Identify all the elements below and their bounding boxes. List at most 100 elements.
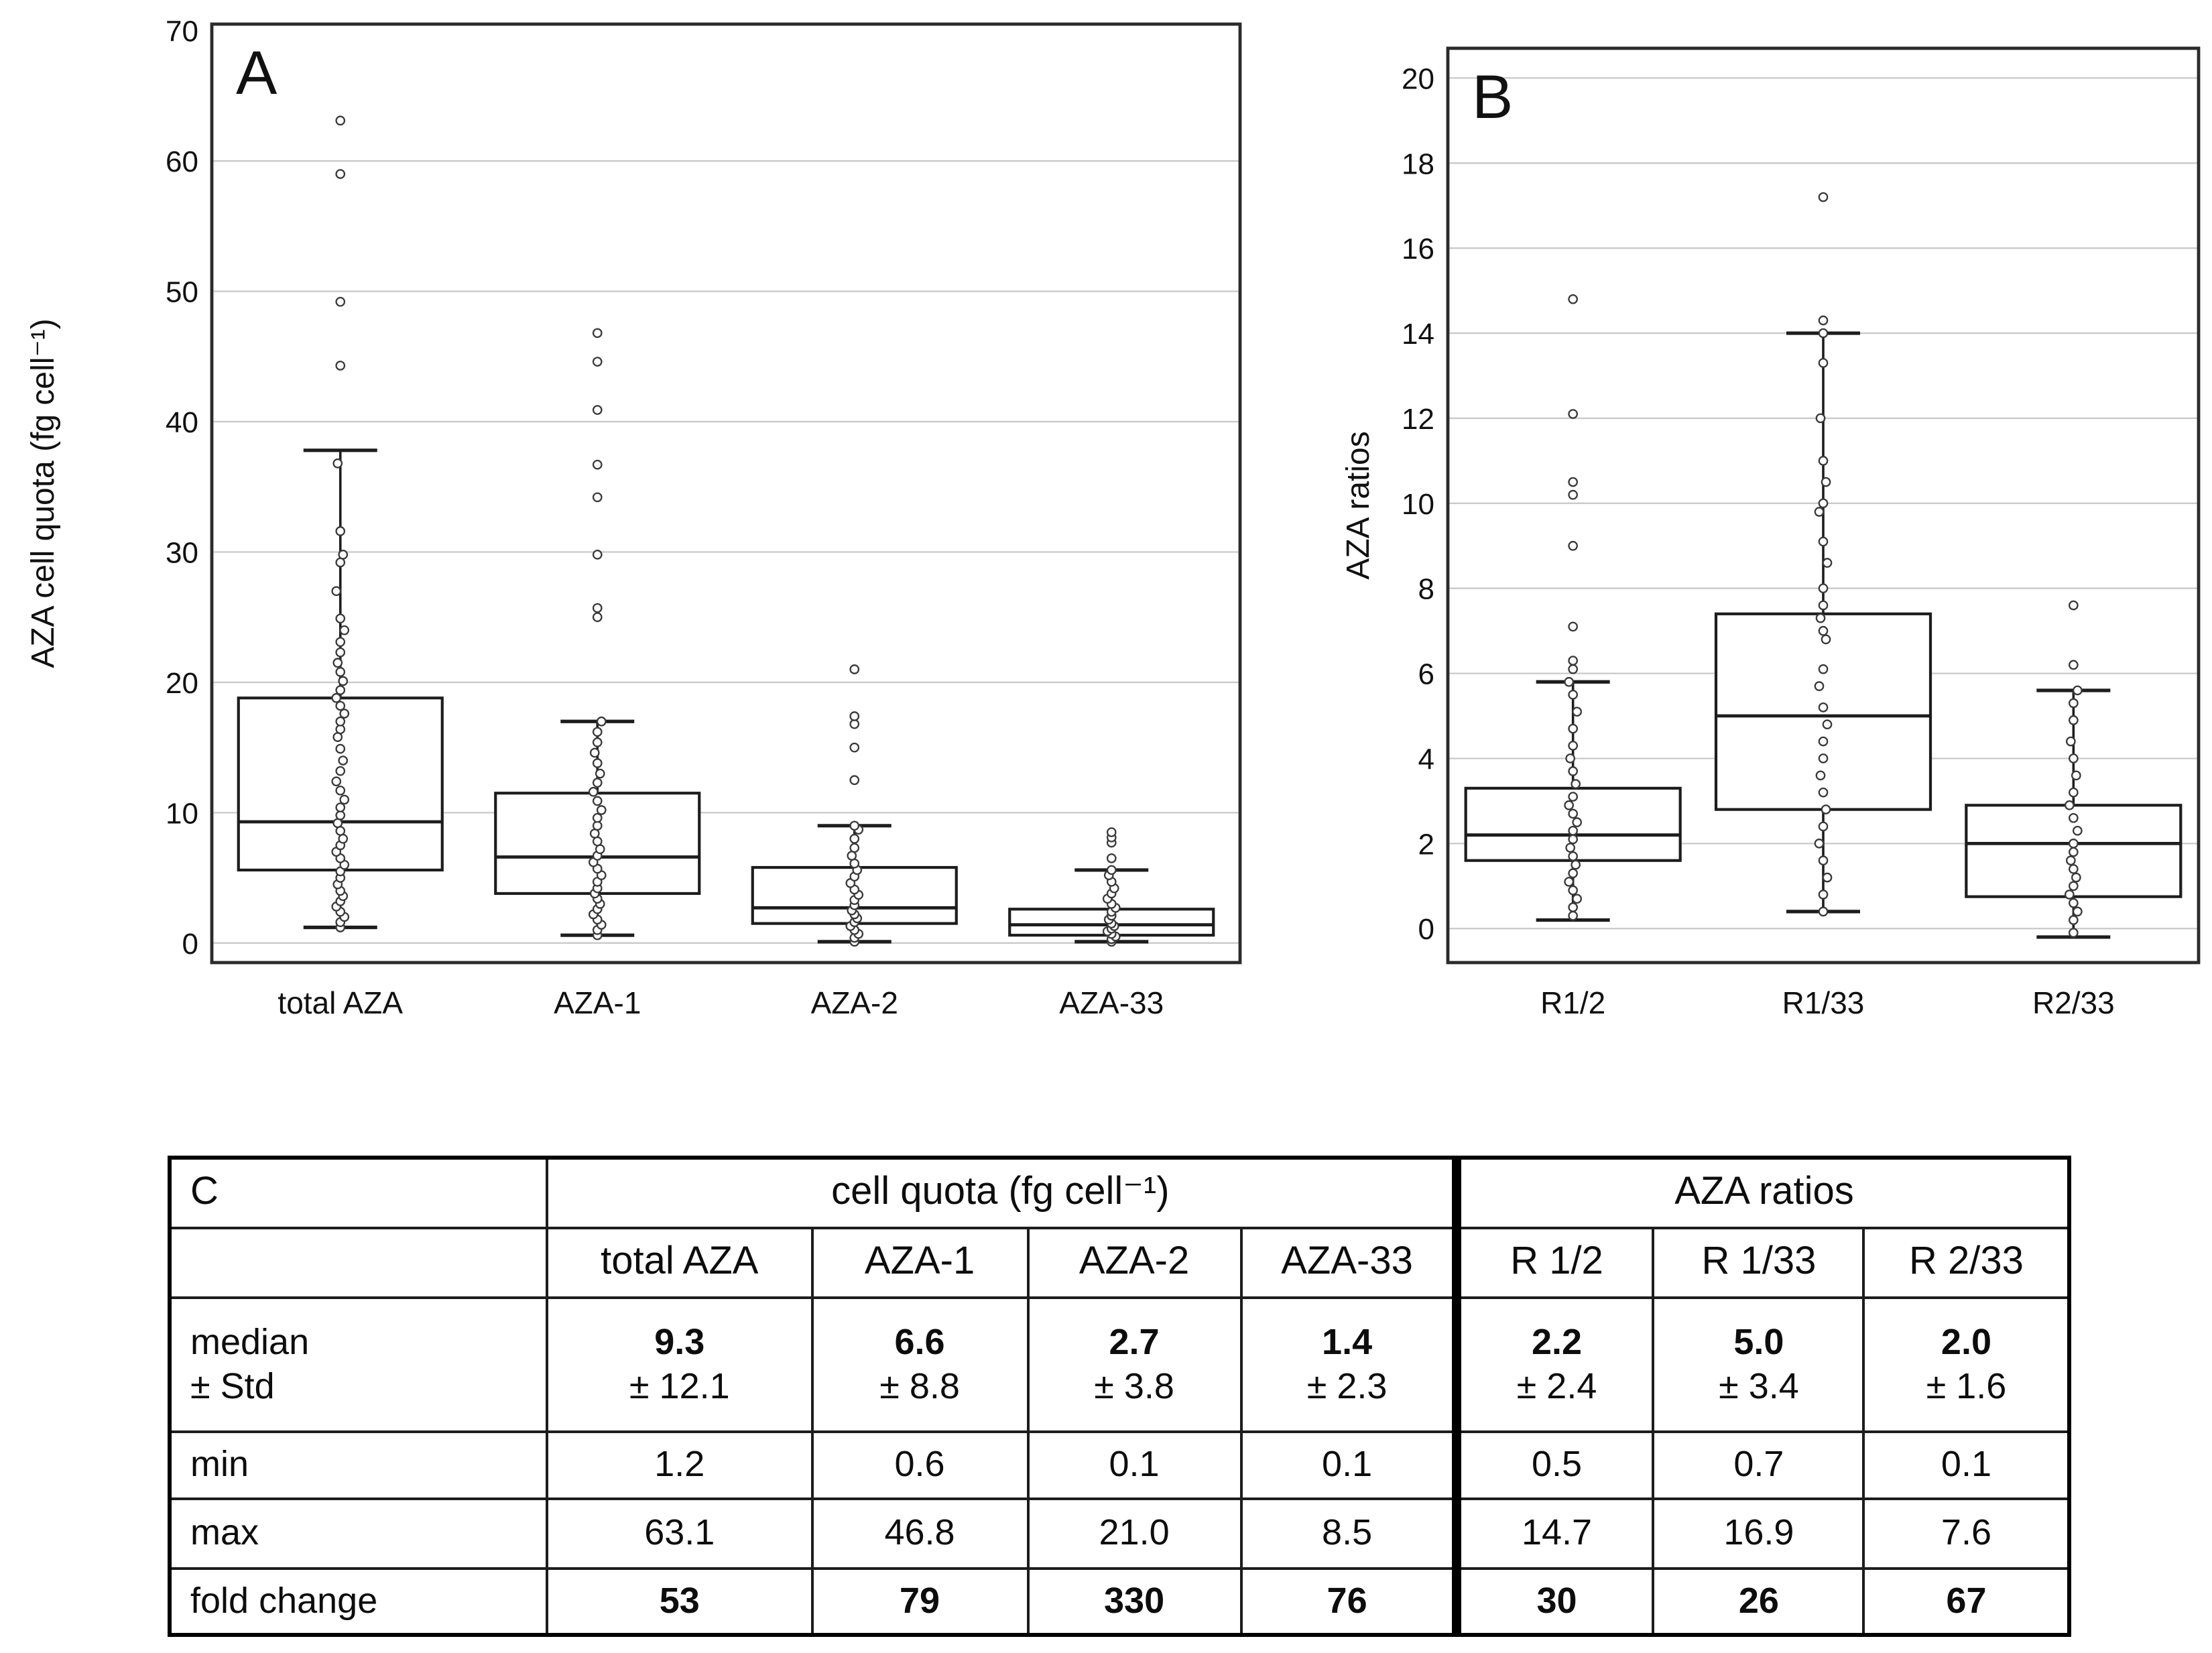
max-cell: 16.9	[1652, 1497, 1865, 1569]
y-axis-tick-label: 0	[182, 928, 198, 961]
data-point	[2068, 787, 2079, 798]
fold-change-cell: 76	[1239, 1567, 1459, 1636]
data-point	[1568, 868, 1579, 879]
outlier-point	[849, 775, 860, 786]
data-point	[1568, 741, 1579, 751]
data-point	[1818, 890, 1829, 900]
outlier-point	[1106, 853, 1117, 863]
data-point	[1106, 865, 1117, 875]
data-point	[2065, 736, 2076, 747]
outlier-point	[1568, 489, 1579, 500]
data-point	[335, 743, 346, 754]
data-point	[1821, 477, 1831, 487]
data-point	[2068, 898, 2079, 908]
data-point	[1568, 834, 1579, 845]
col-header-total-aza: total AZA	[546, 1226, 814, 1298]
box-group	[237, 115, 444, 932]
data-point	[1564, 877, 1575, 887]
min-cell: 0.1	[1026, 1430, 1243, 1499]
data-point	[1815, 770, 1826, 781]
y-axis-tick-label: 0	[1418, 913, 1434, 946]
data-point	[1815, 413, 1826, 424]
data-point	[2068, 715, 2079, 725]
data-point	[1564, 676, 1575, 687]
data-point	[589, 747, 600, 758]
data-point	[1815, 613, 1826, 623]
data-point	[335, 667, 346, 677]
outlier-point	[1568, 477, 1579, 487]
data-point	[1818, 328, 1829, 339]
y-axis-tick-label: 20	[1402, 62, 1434, 95]
outlier-point	[335, 361, 346, 371]
fold-change-cell: 79	[810, 1567, 1030, 1636]
data-point	[2068, 753, 2079, 763]
boxplot-svg: 0 2 4 6 8 10 12 14 16 18 20 AZA ratios B R1/2 R1/33 R2/…	[1341, 46, 2201, 1020]
fold-change-cell: 26	[1652, 1567, 1865, 1636]
outlier-point	[1568, 656, 1579, 666]
data-point	[1568, 825, 1579, 836]
data-point	[2072, 685, 2083, 696]
data-point	[1565, 843, 1576, 853]
data-point	[2068, 847, 2079, 857]
data-point	[2068, 698, 2079, 709]
data-point	[849, 833, 860, 844]
data-point	[1818, 821, 1829, 832]
data-point	[335, 647, 346, 658]
outlier-point	[2068, 660, 2079, 670]
data-point	[1568, 792, 1579, 802]
data-point	[849, 843, 860, 853]
data-point	[1818, 358, 1829, 368]
data-point	[331, 586, 342, 597]
outlier-point	[1818, 315, 1829, 326]
data-point	[2068, 812, 2079, 823]
y-axis-tick-label: 16	[1402, 233, 1434, 265]
stats-table: C cell quota (fg cell⁻¹) AZA ratios tota…	[168, 1156, 2071, 1637]
category-label: AZA-33	[1059, 985, 1164, 1020]
data-point	[1572, 817, 1583, 827]
data-point	[2064, 800, 2075, 810]
data-point	[2065, 855, 2076, 866]
data-point	[592, 778, 603, 788]
outlier-point	[1106, 827, 1117, 837]
data-point	[335, 802, 346, 812]
min-cell: 0.5	[1452, 1430, 1655, 1499]
group-header-aza-ratios: AZA ratios	[1452, 1156, 2071, 1229]
median-std-cell: 5.0 ± 3.4	[1652, 1296, 1865, 1432]
data-point	[592, 812, 603, 823]
data-point	[1818, 855, 1829, 866]
data-point	[1818, 600, 1829, 611]
data-point	[1568, 808, 1579, 819]
median-label: median	[190, 1321, 310, 1362]
data-point	[596, 716, 607, 727]
category-label: total AZA	[278, 985, 403, 1020]
data-point	[592, 727, 603, 737]
y-axis-tick-label: 50	[166, 276, 198, 309]
data-point	[1814, 681, 1825, 691]
data-point	[338, 676, 349, 686]
y-axis-tick-label: 8	[1418, 573, 1434, 606]
outlier-point	[335, 296, 346, 307]
col-header-aza-1: AZA-1	[810, 1226, 1030, 1298]
max-cell: 14.7	[1452, 1497, 1655, 1569]
data-point	[1818, 498, 1829, 509]
box-group	[1714, 192, 1932, 917]
y-axis-title: AZA cell quota (fg cell⁻¹)	[25, 318, 61, 668]
category-label: R1/33	[1782, 985, 1865, 1020]
y-axis-tick-label: 70	[166, 15, 198, 48]
box-group	[1965, 600, 2183, 939]
outlier-point	[592, 357, 603, 367]
data-point	[1568, 689, 1579, 700]
outlier-point	[592, 405, 603, 415]
data-point	[1818, 664, 1829, 674]
col-header-r133: R 1/33	[1652, 1226, 1865, 1298]
fold-change-cell: 30	[1452, 1567, 1655, 1636]
data-point	[1571, 859, 1581, 870]
table-corner-label: C	[168, 1156, 549, 1229]
y-axis-tick-label: 12	[1402, 403, 1434, 436]
data-point	[338, 550, 349, 560]
outlier-point	[592, 612, 603, 623]
data-point	[1822, 719, 1833, 730]
data-point	[1564, 800, 1575, 810]
fold-change-cell: 53	[546, 1567, 814, 1636]
